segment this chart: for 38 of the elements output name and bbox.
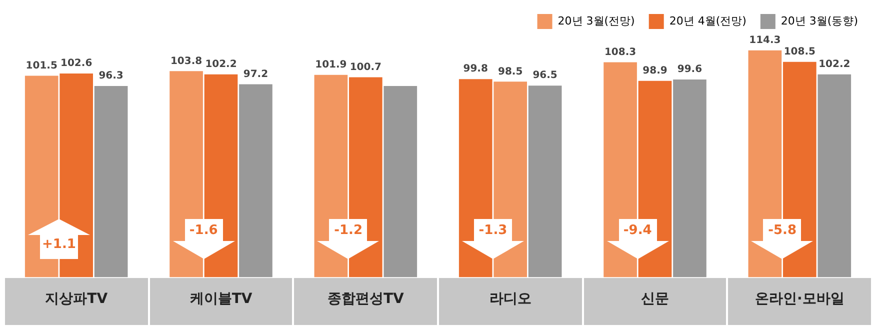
data-label: 101.5 bbox=[26, 60, 58, 72]
bar bbox=[673, 79, 706, 278]
x-tick-label: 온라인·모바일 bbox=[755, 291, 844, 308]
bar bbox=[818, 74, 852, 278]
data-label: 99.8 bbox=[463, 64, 488, 75]
bar bbox=[94, 86, 128, 278]
annotation: -1.3 bbox=[478, 223, 508, 238]
annotation: -9.4 bbox=[622, 223, 653, 238]
data-label: 100.7 bbox=[350, 62, 382, 73]
legend-label: 20년 3월(동향) bbox=[780, 14, 858, 28]
data-label: 114.3 bbox=[749, 34, 781, 46]
x-tick-label: 지상파TV bbox=[45, 291, 108, 308]
annotation: -5.8 bbox=[767, 223, 798, 238]
data-label: 103.8 bbox=[170, 56, 202, 67]
annotation: -1.6 bbox=[188, 223, 219, 238]
x-tick-label: 라디오 bbox=[489, 291, 532, 308]
legend-label: 20년 3월(전망) bbox=[558, 14, 635, 28]
legend-label: 20년 4월(전망) bbox=[669, 14, 746, 28]
data-label: 102.2 bbox=[205, 58, 237, 70]
data-label: 102.6 bbox=[60, 58, 92, 70]
annotation: -1.2 bbox=[333, 223, 364, 238]
data-label: 101.9 bbox=[315, 60, 347, 71]
x-tick-label: 신문 bbox=[641, 291, 669, 308]
data-label: 98.5 bbox=[498, 66, 523, 78]
bar bbox=[239, 84, 272, 278]
data-label: 108.5 bbox=[784, 46, 816, 58]
data-label: 108.3 bbox=[604, 46, 636, 58]
data-label: 96.5 bbox=[532, 70, 558, 82]
x-tick-label: 종합편성TV bbox=[327, 291, 404, 308]
bar bbox=[528, 86, 562, 278]
bar bbox=[384, 86, 418, 278]
data-label: 99.6 bbox=[677, 64, 702, 76]
data-label: 96.3 bbox=[98, 70, 124, 82]
data-label: 97.2 bbox=[243, 68, 268, 80]
x-tick-label: 케이블TV bbox=[190, 291, 252, 308]
data-label: 102.2 bbox=[818, 58, 850, 70]
annotation: +1.1 bbox=[41, 237, 77, 252]
data-label: 98.9 bbox=[642, 65, 668, 76]
